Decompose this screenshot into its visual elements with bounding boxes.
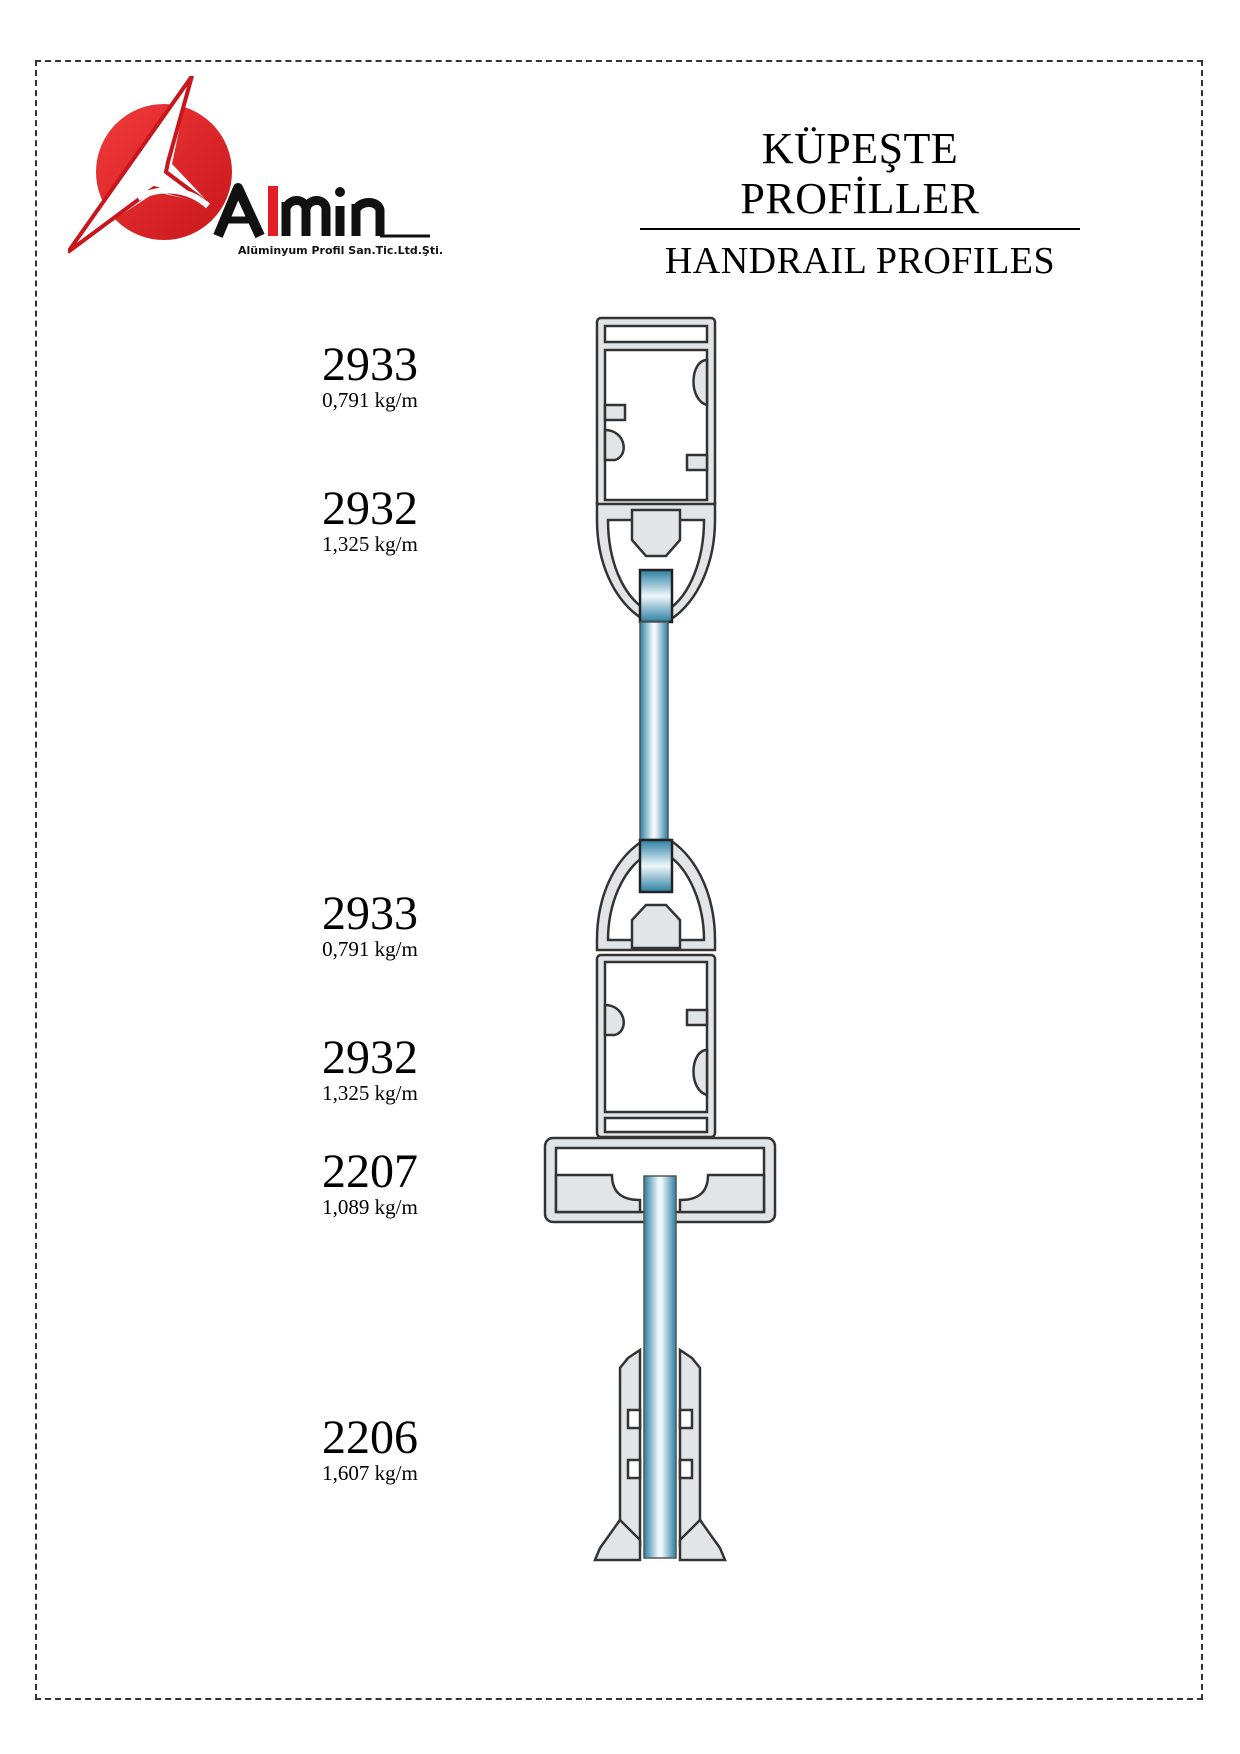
profile-label-2932-bottom: 2932 1,325 kg/m [280,1031,460,1106]
profile-label-2207: 2207 1,089 kg/m [280,1145,460,1220]
profile-2932-top [595,502,717,624]
profile-label-2933-bottom: 2933 0,791 kg/m [280,887,460,962]
profile-weight: 1,325 kg/m [322,1081,418,1105]
profile-weight: 1,607 kg/m [322,1461,418,1485]
profile-weight: 1,089 kg/m [322,1195,418,1219]
logo-company-text: Alüminyum Profil San.Tic.Ltd.Şti. [238,244,443,256]
profile-code: 2933 [322,887,418,940]
profile-code: 2206 [322,1411,418,1464]
logo-emblem: Alüminyum Profil San.Tic.Ltd.Şti. [68,76,443,256]
title-english: HANDRAIL PROFILES [664,240,1056,282]
page-border [35,60,1203,1700]
profile-weight: 0,791 kg/m [322,388,418,412]
page-header: KÜPEŞTE PROFİLLER HANDRAIL PROFILES [640,124,1080,284]
profile-code: 2932 [322,1031,418,1084]
profile-2206 [593,1347,727,1562]
profile-weight: 1,325 kg/m [322,532,418,556]
glass-panel-bottom [643,1175,677,1559]
profile-2207 [543,1136,777,1224]
profile-label-2206: 2206 1,607 kg/m [280,1411,460,1486]
title-turkish: KÜPEŞTE PROFİLLER [640,124,1080,230]
profile-weight: 0,791 kg/m [322,937,418,961]
profile-2932-bottom-cap [595,838,717,952]
profile-2933-top [595,316,717,510]
profile-code: 2207 [322,1145,418,1198]
profile-label-2933-top: 2933 0,791 kg/m [280,338,460,413]
profile-2933-bottom-box [595,953,717,1139]
profile-label-2932-top: 2932 1,325 kg/m [280,482,460,557]
profile-code: 2932 [322,482,418,535]
profile-code: 2933 [322,338,418,391]
almin-logo: Alüminyum Profil San.Tic.Ltd.Şti. [68,76,488,256]
